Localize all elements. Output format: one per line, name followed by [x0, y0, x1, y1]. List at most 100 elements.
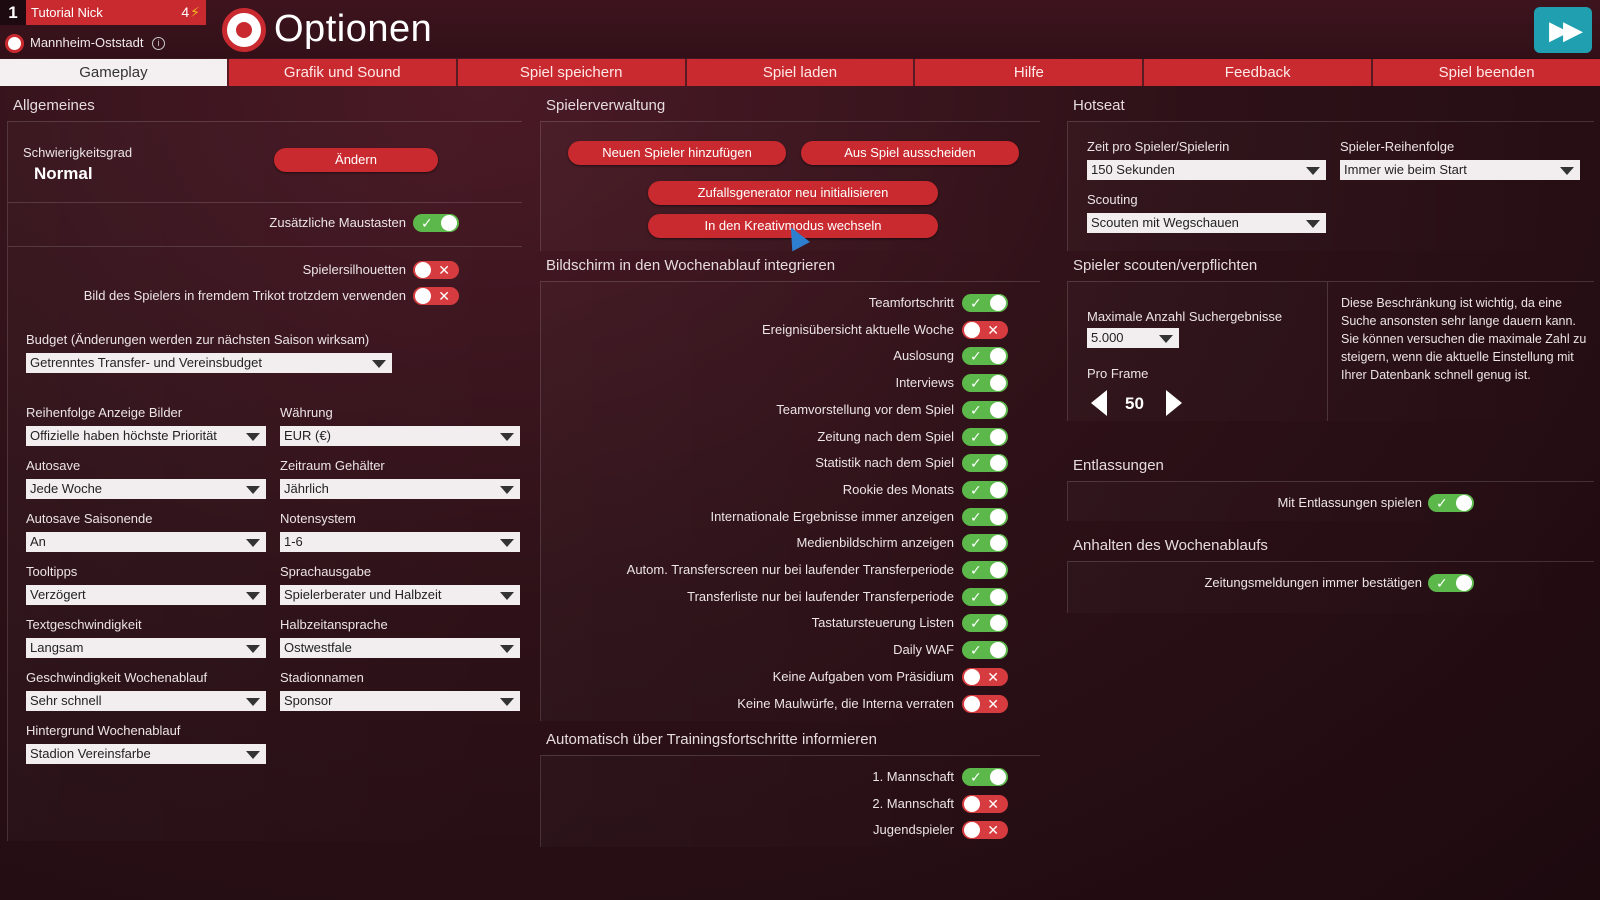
- x-icon: ✕: [987, 321, 999, 338]
- per-frame-value: 50: [1125, 394, 1144, 413]
- field-label: Hintergrund Wochenablauf: [26, 723, 181, 738]
- autosave-season-end-dropdown[interactable]: An: [26, 532, 266, 552]
- toggle-switch[interactable]: ✕: [962, 694, 1008, 713]
- silhouettes-toggle[interactable]: ✕: [413, 261, 459, 279]
- week-speed-dropdown[interactable]: Sehr schnell: [26, 691, 266, 711]
- tab-feedback[interactable]: Feedback: [1144, 59, 1374, 86]
- extra-mouse-label: Zusätzliche Maustasten: [269, 215, 406, 230]
- chevron-down-icon: [500, 486, 514, 494]
- toggle-label: Zeitung nach dem Spiel: [817, 428, 954, 444]
- creative-mode-button[interactable]: In den Kreativmodus wechseln: [648, 214, 938, 238]
- toggle-switch[interactable]: ✓: [962, 294, 1008, 312]
- dismissals-toggle-label: Mit Entlassungen spielen: [1277, 495, 1422, 510]
- fast-forward-button[interactable]: ▶▶: [1534, 7, 1592, 53]
- stadium-names-dropdown[interactable]: Sponsor: [280, 691, 520, 711]
- toggle-switch[interactable]: ✓: [962, 374, 1008, 393]
- decrease-arrow-icon[interactable]: [1091, 390, 1107, 416]
- pause-toggle[interactable]: ✓: [1428, 574, 1474, 592]
- x-icon: ✕: [987, 795, 999, 812]
- toggle-switch[interactable]: ✓: [962, 768, 1008, 786]
- toggle-switch[interactable]: ✓: [962, 454, 1008, 473]
- extra-mouse-toggle[interactable]: ✓: [413, 214, 459, 232]
- club-info[interactable]: 1 Tutorial Nick 4⚡ Mannheim-Oststadt i: [0, 0, 206, 58]
- week-background-dropdown[interactable]: Stadion Vereinsfarbe: [26, 744, 266, 764]
- reset-random-button[interactable]: Zufallsgenerator neu initialisieren: [648, 181, 938, 205]
- divider: [8, 202, 522, 203]
- field-label: Notensystem: [280, 511, 356, 526]
- voice-output-dropdown[interactable]: Spielerberater und Halbzeit: [280, 585, 520, 605]
- notification-count[interactable]: 4⚡: [181, 4, 200, 20]
- image-order-dropdown[interactable]: Offizielle haben höchste Priorität: [26, 426, 266, 446]
- halftime-speech-dropdown[interactable]: Ostwestfale: [280, 638, 520, 658]
- club-city-row: Mannheim-Oststadt i: [0, 31, 206, 55]
- scouting-dropdown[interactable]: Scouten mit Wegschauen: [1087, 213, 1326, 233]
- check-icon: ✓: [970, 508, 982, 525]
- increase-arrow-icon[interactable]: [1166, 390, 1182, 416]
- toggle-switch[interactable]: ✓: [962, 587, 1008, 606]
- scouting-panel: [1067, 281, 1594, 421]
- field-label: Stadionnamen: [280, 670, 364, 685]
- tab-quit-game[interactable]: Spiel beenden: [1373, 59, 1600, 86]
- toggle-label: Teamvorstellung vor dem Spiel: [776, 401, 954, 417]
- max-results-label: Maximale Anzahl Suchergebnisse: [1087, 309, 1283, 324]
- toggle-switch[interactable]: ✓: [962, 534, 1008, 553]
- check-icon: ✓: [970, 588, 982, 605]
- section-title-dismissals: Entlassungen: [1073, 457, 1164, 474]
- toggle-label: Autom. Transferscreen nur bei laufender …: [626, 562, 954, 577]
- salary-period-dropdown[interactable]: Jährlich: [280, 479, 520, 499]
- toggle-label: Transferliste nur bei laufender Transfer…: [687, 588, 954, 604]
- field-label: Zeitraum Gehälter: [280, 458, 385, 473]
- change-difficulty-button[interactable]: Ändern: [274, 148, 438, 172]
- tooltips-dropdown[interactable]: Verzögert: [26, 585, 266, 605]
- info-icon[interactable]: i: [152, 37, 166, 50]
- max-results-dropdown[interactable]: 5.000: [1087, 328, 1179, 348]
- toggle-switch[interactable]: ✕: [962, 667, 1008, 686]
- section-title-weekly: Bildschirm in den Wochenablauf integrier…: [546, 257, 836, 274]
- manager-name-bar[interactable]: Tutorial Nick 4⚡: [26, 0, 206, 25]
- add-player-button[interactable]: Neuen Spieler hinzufügen: [568, 141, 786, 165]
- toggle-label: Medienbildschirm anzeigen: [796, 535, 954, 551]
- text-speed-dropdown[interactable]: Langsam: [26, 638, 266, 658]
- toggle-switch[interactable]: ✓: [962, 427, 1008, 446]
- toggle-switch[interactable]: ✓: [962, 561, 1008, 579]
- chevron-down-icon: [1159, 335, 1173, 343]
- toggle-switch[interactable]: ✕: [962, 320, 1008, 339]
- player-order-dropdown[interactable]: Immer wie beim Start: [1340, 160, 1580, 180]
- tab-gameplay[interactable]: Gameplay: [0, 59, 229, 86]
- check-icon: ✓: [970, 455, 982, 472]
- toggle-switch[interactable]: ✕: [962, 794, 1008, 813]
- foreign-kit-toggle[interactable]: ✕: [413, 287, 459, 305]
- toggle-label: Statistik nach dem Spiel: [815, 455, 954, 471]
- toggle-switch[interactable]: ✓: [962, 641, 1008, 660]
- section-title-hotseat: Hotseat: [1073, 97, 1125, 114]
- chevron-down-icon: [1306, 220, 1320, 228]
- toggle-switch[interactable]: ✓: [962, 614, 1008, 633]
- check-icon: ✓: [970, 348, 982, 365]
- budget-dropdown[interactable]: Getrenntes Transfer- und Vereinsbudget: [26, 353, 392, 373]
- check-icon: ✓: [970, 769, 982, 785]
- toggle-switch[interactable]: ✓: [962, 347, 1008, 366]
- currency-dropdown[interactable]: EUR (€): [280, 426, 520, 446]
- scouting-description: Diese Beschränkung ist wichtig, da eine …: [1341, 296, 1587, 382]
- weekly-panel: [540, 281, 1040, 721]
- check-icon: ✓: [970, 295, 982, 311]
- toggle-label: 2. Mannschaft: [872, 795, 954, 811]
- toggle-switch[interactable]: ✓: [962, 400, 1008, 419]
- grading-system-dropdown[interactable]: 1-6: [280, 532, 520, 552]
- autosave-dropdown[interactable]: Jede Woche: [26, 479, 266, 499]
- tab-help[interactable]: Hilfe: [915, 59, 1145, 86]
- time-per-player-label: Zeit pro Spieler/Spielerin: [1087, 139, 1230, 154]
- toggle-switch[interactable]: ✕: [962, 821, 1008, 840]
- leave-game-button[interactable]: Aus Spiel ausscheiden: [801, 141, 1019, 165]
- chevron-down-icon: [500, 592, 514, 600]
- tab-save-game[interactable]: Spiel speichern: [457, 59, 687, 86]
- tab-graphics-sound[interactable]: Grafik und Sound: [228, 59, 458, 86]
- toggle-switch[interactable]: ✓: [962, 507, 1008, 526]
- toggle-switch[interactable]: ✓: [962, 480, 1008, 499]
- fast-forward-icon: ▶▶: [1549, 14, 1583, 45]
- tab-load-game[interactable]: Spiel laden: [686, 59, 916, 86]
- dismissals-toggle[interactable]: ✓: [1428, 494, 1474, 512]
- time-per-player-dropdown[interactable]: 150 Sekunden: [1087, 160, 1326, 180]
- dismissals-panel: [1067, 481, 1594, 521]
- chevron-down-icon: [246, 592, 260, 600]
